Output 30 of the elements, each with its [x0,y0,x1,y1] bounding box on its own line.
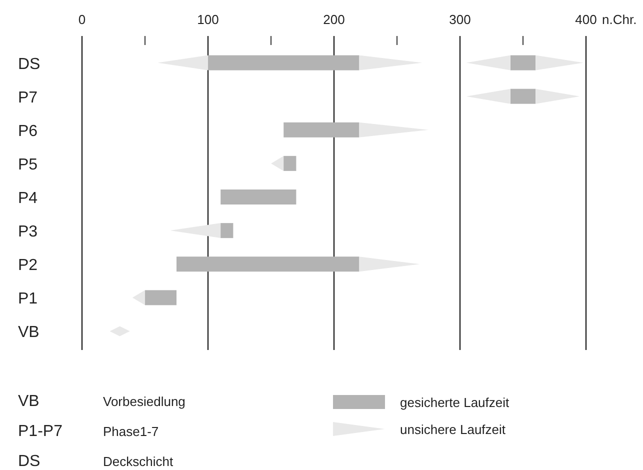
text: Phase1-7 [103,424,159,439]
x-tick-label: 400 [575,12,597,27]
y-tick-label: P3 [18,224,38,241]
y-tick-label: P7 [18,89,38,106]
y-tick-label: P2 [18,257,38,274]
bar [208,55,360,70]
bar [145,290,176,306]
x-axis-title: n.Chr. [602,12,637,27]
legend-label: gesicherte Laufzeit [400,395,510,410]
x-tick-label: 200 [323,12,345,27]
y-tick-label: P5 [18,156,38,174]
text: Vorbesiedlung [103,394,186,409]
bar [510,88,536,104]
x-tick-label: 100 [197,12,219,27]
legend-label: unsichere Laufzeit [400,422,506,437]
x-tick-label: 300 [449,12,471,27]
bar [284,122,360,138]
bar [176,256,360,272]
bar [510,55,536,70]
y-tick-label: VB [18,324,40,342]
text: P1-P7 [18,423,63,440]
bar [220,223,234,238]
bar [284,156,296,171]
y-tick-label: P6 [18,122,38,140]
x-tick-label: 0 [78,12,86,27]
text: Deckschicht [103,454,174,469]
y-tick-label: DS [18,56,40,73]
y-tick-label: P1 [18,290,38,308]
y-tick-label: P4 [18,190,38,207]
bar [220,190,296,204]
